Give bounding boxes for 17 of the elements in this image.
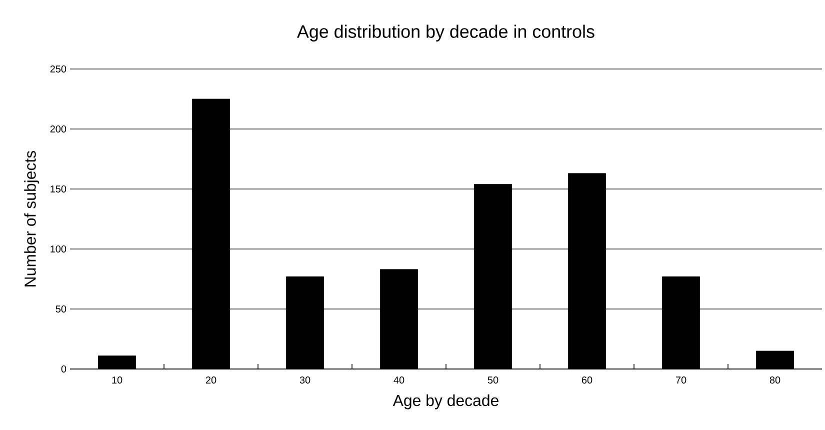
y-tick-label: 250 [50, 65, 66, 73]
y-tick-label: 0 [61, 365, 66, 373]
y-tick-label: 100 [50, 245, 66, 253]
y-axis-title: Number of subjects [24, 150, 40, 286]
x-tick-label: 20 [206, 376, 216, 384]
x-tick-label: 80 [770, 376, 780, 384]
chart-title: Age distribution by decade in controls [297, 24, 594, 42]
x-tick-label: 70 [676, 376, 686, 384]
x-tick-label: 30 [300, 376, 310, 384]
x-tick-label: 40 [394, 376, 404, 384]
y-tick-label: 200 [50, 125, 66, 133]
x-tick-label: 10 [112, 376, 122, 384]
x-tick-label: 50 [488, 376, 498, 384]
x-axis-title: Age by decade [392, 394, 498, 410]
y-tick-label: 150 [50, 185, 66, 193]
x-tick-label: 60 [582, 376, 592, 384]
y-tick-label: 50 [56, 305, 66, 313]
